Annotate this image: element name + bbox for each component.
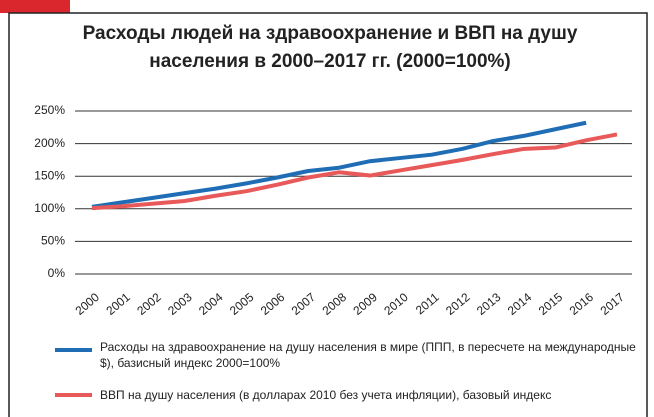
x-tick-label: 2015 [536, 290, 566, 318]
x-tick-label: 2005 [227, 290, 257, 318]
x-tick-label: 2000 [73, 290, 103, 318]
series-line [91, 132, 618, 211]
x-tick-label: 2009 [350, 290, 380, 318]
x-tick-label: 2001 [103, 290, 133, 318]
x-tick-label: 2002 [134, 290, 164, 318]
chart-title: населения в 2000–2017 гг. (2000=100%) [149, 51, 511, 72]
legend-label: ВВП на душу населения (в долларах 2010 б… [100, 388, 552, 402]
x-tick-label: 2011 [413, 290, 442, 318]
legend-label: Расходы на здравоохранение на душу насел… [100, 340, 636, 370]
x-tick-label: 2013 [474, 290, 504, 318]
frame [8, 12, 648, 417]
x-tick-label: 2006 [258, 290, 288, 318]
y-tick-label: 150% [34, 168, 65, 182]
tab [0, 0, 70, 13]
y-tick-label: 200% [34, 136, 65, 150]
y-tick-label: 50% [41, 234, 65, 248]
y-tick-label: 100% [34, 201, 65, 215]
y-tick-label: 250% [34, 103, 65, 117]
y-tick-label: 0% [48, 266, 66, 280]
series-line [91, 120, 587, 209]
x-tick-label: 2012 [443, 290, 473, 318]
x-tick-label: 2004 [196, 290, 226, 318]
x-tick-label: 2003 [165, 290, 195, 318]
x-tick-label: 2014 [505, 290, 535, 318]
chart-title: Расходы людей на здравоохранение и ВВП н… [83, 23, 578, 44]
x-tick-label: 2016 [567, 290, 597, 318]
x-tick-label: 2010 [381, 290, 411, 318]
x-tick-label: 2008 [320, 290, 350, 318]
x-tick-label: 2007 [289, 290, 319, 318]
x-tick-label: 2017 [598, 290, 628, 318]
